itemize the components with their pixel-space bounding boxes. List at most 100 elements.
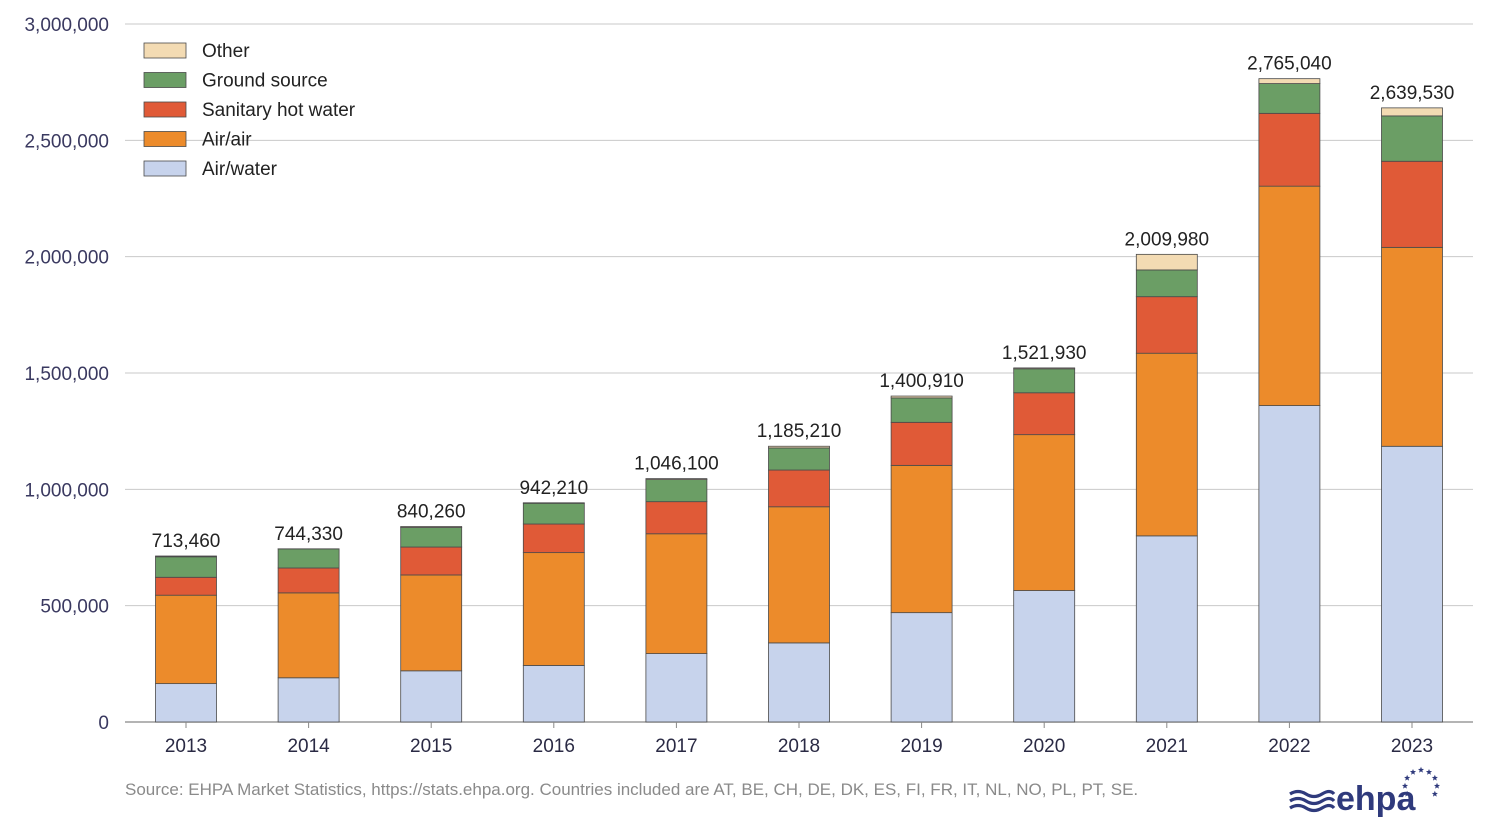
bar-segment-sanitary-hot-water-2020	[1013, 392, 1076, 436]
star-icon	[1409, 768, 1417, 775]
x-tick-label-2020: 2020	[1023, 736, 1065, 757]
total-label-2015: 840,260	[397, 501, 466, 522]
bar-segment-ground-source-2019	[890, 397, 953, 423]
y-axis-ticks: 0 500,000 1,000,000 1,500,000 2,000,000 2,500…	[24, 15, 109, 734]
bar-segment-air-water-2022	[1258, 405, 1321, 723]
legend-label-air-water: Air/water	[202, 159, 278, 180]
bar-segment-ground-source-2016	[522, 502, 585, 525]
bar-segment-ground-source-2015	[400, 527, 463, 548]
star-icon	[1433, 782, 1441, 789]
y-tick-label: 2,000,000	[24, 248, 109, 269]
total-label-2020: 1,521,930	[1002, 343, 1087, 364]
bar-segment-other-2013	[155, 555, 217, 558]
bar-segment-air-air-2021	[1135, 352, 1198, 537]
bar-segment-air-water-2020	[1013, 590, 1076, 723]
star-icon	[1404, 790, 1411, 797]
y-tick-label: 1,000,000	[24, 480, 109, 501]
bar-segment-air-air-2022	[1258, 185, 1321, 406]
legend-label-sanitary-hot-water: Sanitary hot water	[202, 100, 356, 121]
bar-segment-other-2018	[768, 445, 830, 449]
bar-segment-ground-source-2022	[1258, 83, 1321, 114]
bars	[155, 78, 1443, 723]
legend-swatch-other	[143, 42, 187, 59]
x-tick-label-2015: 2015	[410, 736, 452, 757]
total-label-2023: 2,639,530	[1370, 83, 1455, 104]
bar-segment-air-water-2016	[522, 665, 585, 723]
bar-segment-air-air-2014	[277, 592, 340, 679]
star-icon	[1425, 768, 1433, 775]
bar-segment-air-air-2017	[645, 533, 708, 654]
bar-segment-air-water-2018	[768, 642, 830, 723]
bar-segment-ground-source-2013	[155, 556, 217, 578]
bar-segment-air-air-2016	[522, 552, 585, 666]
x-axis-ticks: 2013 2014 2015 2016 2017 2018 2019 2020 2021 2022…	[165, 722, 1433, 757]
total-label-2016: 942,210	[519, 478, 588, 499]
total-label-2013: 713,460	[152, 531, 221, 552]
legend: Other Ground source Sanitary hot water Air/…	[143, 41, 356, 180]
bar-segment-ground-source-2021	[1135, 269, 1198, 298]
x-tick-label-2019: 2019	[900, 736, 942, 757]
bar-segment-air-air-2013	[155, 594, 217, 685]
bar-segment-sanitary-hot-water-2018	[768, 469, 830, 508]
bar-segment-air-water-2015	[400, 670, 463, 723]
bar-segment-sanitary-hot-water-2013	[155, 576, 217, 596]
star-icon	[1431, 790, 1438, 797]
bar-segment-sanitary-hot-water-2017	[645, 501, 708, 535]
bar-segment-air-air-2015	[400, 574, 463, 672]
x-tick-label-2017: 2017	[655, 736, 697, 757]
legend-swatch-ground-source	[143, 72, 187, 88]
bar-segment-air-water-2019	[890, 612, 953, 723]
source-note: Source: EHPA Market Statistics, https://…	[125, 780, 1139, 799]
bar-segment-air-water-2013	[155, 683, 217, 723]
bar-segment-ground-source-2018	[768, 447, 830, 471]
star-icon	[1417, 766, 1425, 773]
bar-segment-air-water-2023	[1381, 445, 1443, 723]
legend-swatch-air-air	[143, 131, 187, 147]
bar-segment-air-water-2017	[645, 653, 708, 723]
x-tick-label-2014: 2014	[287, 736, 330, 757]
bar-segment-other-2019	[890, 395, 953, 399]
x-tick-label-2013: 2013	[165, 736, 207, 757]
y-tick-label: 3,000,000	[24, 15, 109, 36]
bar-segment-air-water-2021	[1135, 535, 1198, 723]
bar-segment-ground-source-2014	[277, 548, 340, 569]
legend-label-ground-source: Ground source	[202, 71, 328, 92]
bar-segment-other-2020	[1013, 367, 1076, 370]
x-tick-label-2021: 2021	[1146, 736, 1188, 757]
bar-segment-sanitary-hot-water-2014	[277, 567, 340, 594]
x-tick-label-2016: 2016	[533, 736, 575, 757]
bar-segment-sanitary-hot-water-2021	[1135, 296, 1198, 354]
bar-segment-sanitary-hot-water-2022	[1258, 112, 1321, 187]
bar-segment-sanitary-hot-water-2023	[1381, 160, 1443, 248]
bar-segment-air-air-2018	[768, 506, 830, 644]
y-tick-label: 500,000	[40, 597, 109, 618]
bar-segment-air-water-2014	[277, 677, 340, 723]
bar-segment-other-2022	[1258, 78, 1321, 84]
total-labels: 713,460 744,330 840,260 942,210 1,046,100 1,1…	[152, 54, 1455, 552]
total-label-2022: 2,765,040	[1247, 54, 1332, 75]
gridlines	[125, 23, 1473, 723]
legend-label-air-air: Air/air	[202, 130, 252, 151]
star-icon	[1401, 782, 1409, 789]
legend-swatch-sanitary-hot-water	[143, 101, 187, 118]
y-tick-label: 2,500,000	[24, 131, 109, 152]
x-tick-label-2023: 2023	[1391, 736, 1433, 757]
total-label-2019: 1,400,910	[879, 371, 964, 392]
bar-segment-air-air-2023	[1381, 246, 1443, 447]
bar-segment-air-air-2019	[890, 464, 953, 614]
bar-segment-ground-source-2020	[1013, 368, 1076, 394]
total-label-2018: 1,185,210	[757, 421, 842, 442]
star-icon	[1431, 774, 1438, 781]
legend-swatch-air-water	[143, 160, 187, 177]
bar-segment-sanitary-hot-water-2015	[400, 546, 463, 576]
bar-segment-other-2015	[400, 526, 463, 528]
y-tick-label: 0	[98, 713, 109, 734]
bar-segment-sanitary-hot-water-2016	[522, 523, 585, 554]
logo-text: ehpa	[1336, 780, 1416, 818]
y-tick-label: 1,500,000	[24, 364, 109, 385]
wave-lines-icon	[1289, 789, 1336, 813]
bar-segment-other-2016	[522, 502, 585, 504]
total-label-2014: 744,330	[274, 524, 343, 545]
bar-segment-ground-source-2023	[1381, 115, 1443, 162]
